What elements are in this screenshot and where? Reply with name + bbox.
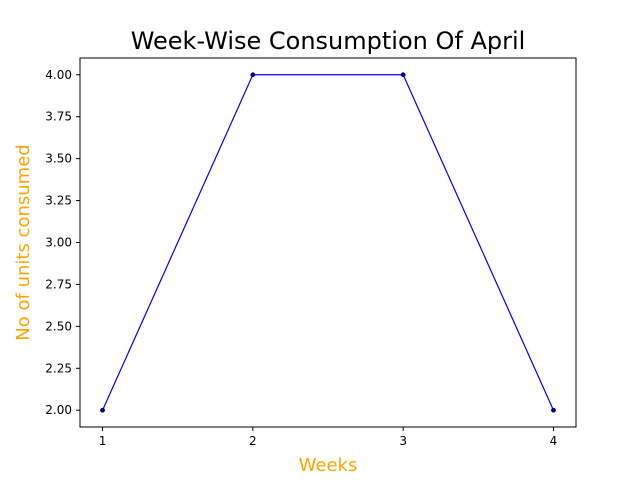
y-tick-label: 4.00 [45, 68, 72, 82]
data-point [250, 72, 256, 78]
data-point [400, 72, 406, 78]
plot-area: 1 2 3 4 2.00 2.25 2.50 2.75 3.00 3.25 3.50 3.75 4.00 [45, 68, 557, 448]
y-tick-label: 3.50 [45, 152, 72, 166]
series-line [101, 74, 555, 411]
y-tick-label: 2.00 [45, 403, 72, 417]
y-tick-label: 3.00 [45, 236, 72, 250]
data-point [100, 407, 105, 413]
y-axis-label: No of units consumed [13, 144, 34, 340]
y-tick-label: 3.75 [45, 110, 72, 124]
x-axis-label: Weeks [299, 455, 358, 476]
y-tick-label: 3.25 [45, 194, 72, 208]
y-tick-label: 2.25 [45, 361, 72, 375]
chart-title: Week-Wise Consumption Of April [131, 27, 526, 55]
x-tick-label: 4 [550, 434, 558, 448]
y-tick-label: 2.75 [45, 277, 72, 291]
x-tick-label: 2 [249, 434, 257, 448]
x-tick-label: 1 [99, 434, 107, 448]
x-tick-label: 3 [399, 434, 407, 448]
y-tick-label: 2.50 [45, 319, 72, 333]
plot-frame [79, 57, 577, 428]
data-point [551, 407, 556, 413]
